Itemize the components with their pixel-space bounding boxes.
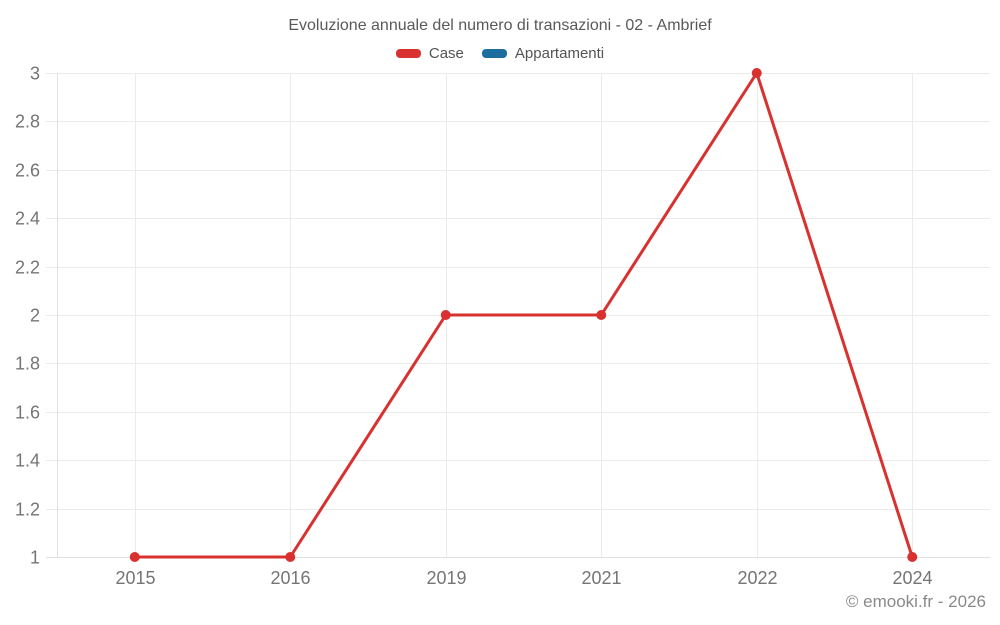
y-axis-tick-label: 1.2 — [15, 500, 40, 520]
data-point-case[interactable] — [129, 552, 140, 562]
legend-item-case[interactable]: Case — [395, 45, 464, 62]
chart-title: Evoluzione annuale del numero di transaz… — [288, 17, 712, 34]
appartamenti-legend-label: Appartamenti — [514, 45, 605, 62]
case-legend-label: Case — [428, 45, 464, 62]
y-axis-tick-label: 2.8 — [15, 112, 40, 132]
copyright-text: © emooki.fr - 2026 — [845, 592, 986, 611]
data-point-case[interactable] — [751, 68, 762, 78]
data-point-case[interactable] — [440, 310, 451, 320]
y-axis-tick-label: 2 — [30, 306, 40, 326]
y-axis-tick-label: 3 — [30, 64, 40, 84]
y-axis-tick-label: 1.4 — [15, 451, 40, 471]
chart-legend: Case Appartamenti — [0, 45, 1000, 62]
y-axis-tick-label: 2.6 — [15, 161, 40, 181]
data-point-case[interactable] — [285, 552, 296, 562]
appartamenti-legend-swatch — [481, 49, 507, 58]
data-point-case[interactable] — [907, 552, 918, 562]
x-axis-tick-label: 2021 — [581, 568, 621, 588]
x-axis-tick-label: 2019 — [426, 568, 466, 588]
y-axis-tick-label: 1.8 — [15, 354, 40, 374]
y-axis-tick-label: 2.4 — [15, 209, 40, 229]
y-axis-tick-label: 1 — [30, 548, 40, 568]
x-axis-tick-label: 2022 — [737, 568, 777, 588]
series-line-case — [133, 71, 914, 559]
y-axis-tick-label: 1.6 — [15, 403, 40, 423]
x-axis-tick-label: 2015 — [115, 568, 155, 588]
legend-item-appartamenti[interactable]: Appartamenti — [481, 45, 605, 62]
case-legend-swatch — [395, 49, 421, 58]
x-axis-tick-label: 2024 — [892, 568, 932, 588]
x-axis-tick-label: 2016 — [270, 568, 310, 588]
data-point-case[interactable] — [596, 310, 607, 320]
y-axis-tick-label: 2.2 — [15, 258, 40, 278]
